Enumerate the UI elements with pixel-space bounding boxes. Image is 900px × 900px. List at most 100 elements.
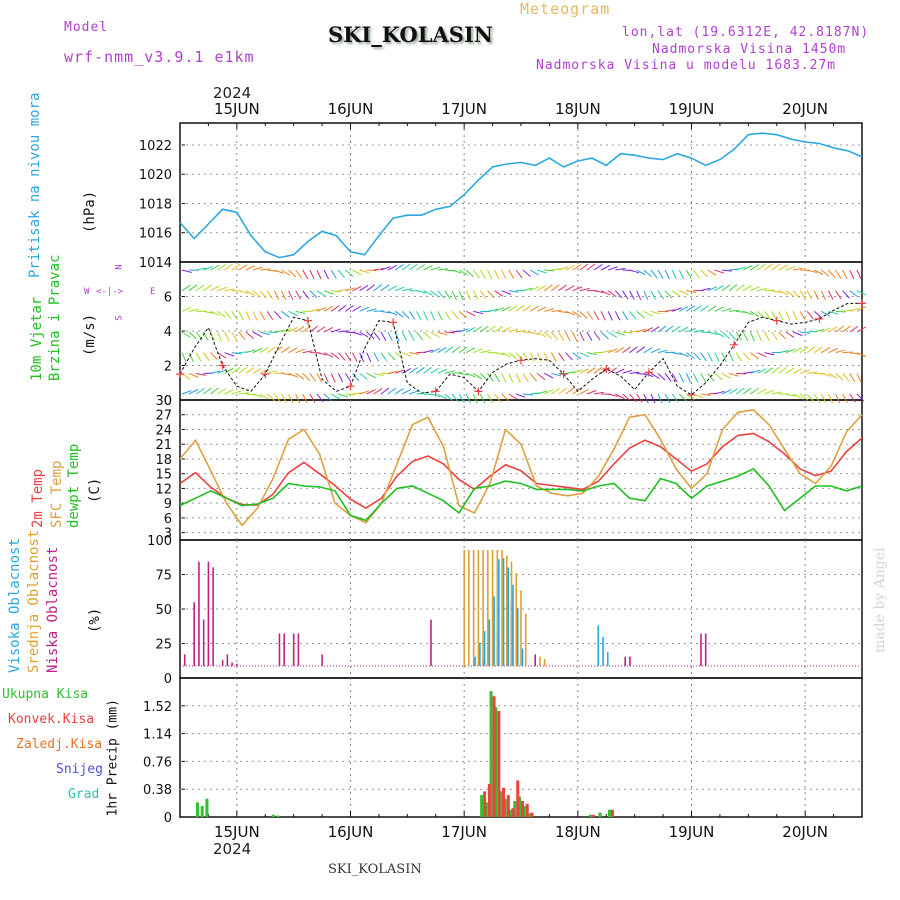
wind-arrow [408,311,416,320]
wind-arrow [558,352,565,362]
wind-arrow [792,311,798,321]
wind-arrow [458,393,465,403]
wind-arrow [430,367,440,374]
wind-arrow [664,325,674,333]
wind-arrow [451,330,462,333]
wind-arrow [472,326,482,333]
wind-arrow [444,370,455,374]
wind-arrow [835,349,846,354]
wind-arrow [693,352,701,361]
wind-arrow [210,370,221,374]
precip-label-conv: Konvek.Kisa [8,712,95,727]
wind-arrow [565,387,574,395]
wind-arrow [764,389,775,395]
wind-arrow [750,264,760,271]
wind-arrow [323,305,333,312]
wind-arrow [522,373,529,383]
wind-arrow [494,393,501,403]
wind-arrow [231,311,238,320]
wind-arrow [842,373,850,382]
wind-arrow [281,393,287,403]
wind-arrow [792,393,803,399]
wind-gust-mark [474,387,483,396]
wind-arrow [721,331,730,339]
wind-arrow [196,372,207,376]
wind-arrow [387,264,398,271]
wind-arrow [636,310,645,319]
wind-arrow [387,285,397,292]
wind-arrow [693,269,700,279]
wind-arrow [451,372,462,374]
wind-arrow [544,372,554,379]
wind-arrow [245,367,255,374]
bar-conv-precip [497,710,501,817]
wind-arrow [814,269,824,276]
model-name: wrf-nmm_v3.9.1 e1km [64,48,255,66]
wind-arrow [714,285,724,292]
wind-arrow [543,352,549,362]
wind-arrow [806,311,814,320]
date-label-top-3: 18JUN [555,100,601,118]
wind-arrow [380,331,387,341]
wind-arrow [607,290,617,298]
wind-arrow [807,371,818,374]
wind-arrow [785,290,795,297]
wind-arrow [579,288,590,292]
wind-arrow [778,366,788,374]
wind-arrow [565,371,576,374]
bar-conv-precip [506,795,510,817]
wind-arrow [828,326,838,333]
wind-arrow [267,269,278,272]
wind-arrow [479,269,486,279]
wind-arrow [217,310,226,318]
wind-arrow [643,393,649,404]
wind-arrow [849,290,859,298]
wind-arrow [394,286,405,292]
wind-arrow [331,290,342,293]
series-pressure [179,132,863,259]
wind-arrow [373,372,384,377]
wind-arrow [444,311,451,321]
wind-arrow [615,268,626,271]
wind-arrow [607,331,617,338]
wind-arrow [771,331,778,341]
bar-conv-precip [530,812,534,817]
wind-arrow [736,372,747,375]
wind-arrow [487,308,498,312]
wind-arrow [550,352,557,362]
wind-arrow [622,393,631,401]
wind-arrow [423,311,429,321]
wind-arrow [842,325,851,333]
wind-arrow [508,328,519,333]
wind-arrow [359,331,369,338]
wind-arrow [728,331,736,340]
wind-arrow [756,331,763,342]
wind-arrow [252,367,262,374]
wind-arrow [323,269,329,280]
wind-arrow [679,290,689,296]
wind-arrow [707,331,718,336]
wind-arrow [842,393,848,404]
wind-arrow [686,305,695,312]
wind-arrow [195,387,205,395]
wind-arrow [288,290,294,300]
wind-arrow [579,310,588,319]
date-label-bottom-0: 15JUN [214,823,260,841]
ytick-wind-1: 4 [164,325,172,340]
wind-arrow [188,331,197,340]
ytick-precip-1: 1.14 [143,728,172,743]
wind-arrow [430,331,440,338]
wind-arrow [849,325,859,333]
wind-arrow [465,372,476,378]
wind-arrow [586,263,596,271]
wind-arrow [402,352,412,357]
wind-arrow [316,393,324,403]
wind-arrow [252,347,263,354]
wind-arrow [828,290,834,300]
wind-arrow [749,331,755,342]
wind-arrow [224,352,235,357]
wind-arrow [260,268,271,271]
wind-arrow [359,269,370,274]
wind-arrow [629,290,635,300]
wind-arrow [217,352,227,359]
